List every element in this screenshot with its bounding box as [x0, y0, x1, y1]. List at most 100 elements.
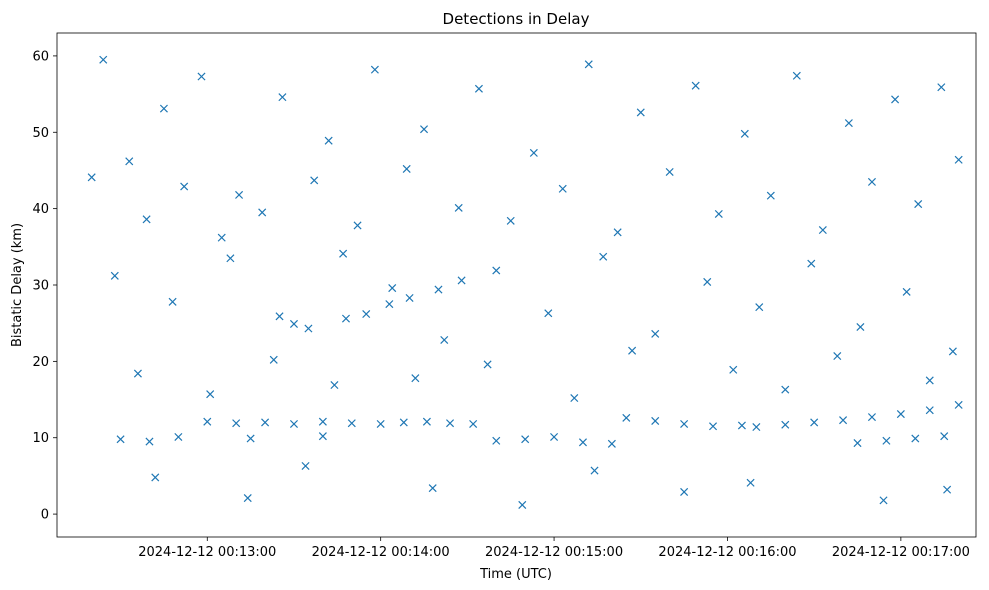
- scatter-point: [691, 81, 700, 90]
- y-axis: 0 10 20 30 40 50 60: [32, 49, 57, 523]
- scatter-point: [839, 416, 848, 425]
- scatter-point: [174, 432, 183, 441]
- scatter-point: [954, 400, 963, 409]
- scatter-point: [867, 177, 876, 186]
- scatter-point: [867, 413, 876, 422]
- scatter-point: [419, 125, 429, 134]
- scatter-point: [483, 360, 492, 369]
- scatter-point: [737, 421, 746, 430]
- scatter-point: [766, 191, 775, 200]
- scatter-point: [269, 355, 278, 364]
- scatter-point: [714, 209, 723, 219]
- scatter-point: [376, 419, 385, 429]
- y-axis-title: Bistatic Delay (km): [10, 223, 25, 347]
- scatter-point: [289, 319, 298, 328]
- y-tick-label: 0: [41, 508, 49, 523]
- scatter-point: [622, 413, 631, 422]
- scatter-point: [440, 335, 449, 345]
- scatter-point: [341, 314, 351, 323]
- x-axis: 2024-12-12 00:13:00 2024-12-12 00:14:00 20…: [138, 537, 970, 560]
- scatter-point: [362, 309, 371, 319]
- scatter-point: [925, 376, 934, 385]
- scatter-point: [703, 277, 712, 286]
- x-tick-label: 2024-12-12 00:16:00: [658, 545, 796, 560]
- scatter-point: [385, 300, 394, 309]
- scatter-point: [792, 71, 801, 80]
- scatter-point: [818, 225, 827, 235]
- y-tick-label: 10: [32, 431, 49, 446]
- scatter-point: [833, 351, 842, 361]
- scatter-point: [781, 420, 790, 429]
- scatter-point: [954, 155, 963, 164]
- y-tick-label: 50: [32, 126, 49, 141]
- scatter-point: [521, 435, 530, 444]
- scatter-point: [388, 284, 397, 293]
- scatter-point: [948, 347, 957, 356]
- scatter-point: [206, 390, 215, 399]
- scatter-point: [810, 418, 819, 427]
- plot-frame: [56, 32, 977, 538]
- scatter-point: [492, 266, 501, 275]
- x-tick-label: 2024-12-12 00:14:00: [312, 545, 450, 560]
- scatter-point: [275, 312, 284, 321]
- scatter-point: [243, 494, 252, 503]
- scatter-point: [729, 365, 738, 374]
- scatter-point: [142, 215, 151, 224]
- x-tick-label: 2024-12-12 00:17:00: [832, 545, 970, 560]
- x-tick-label: 2024-12-12 00:13:00: [138, 545, 276, 560]
- scatter-point: [411, 374, 420, 383]
- scatter-point: [116, 435, 125, 444]
- scatter-point: [544, 309, 553, 318]
- y-tick-label: 30: [32, 279, 49, 294]
- scatter-point: [708, 422, 718, 431]
- scatter-point: [492, 436, 501, 445]
- scatter-point: [125, 157, 134, 166]
- scatter-point: [324, 136, 333, 145]
- scatter-point: [217, 233, 226, 242]
- scatter-point: [550, 432, 559, 441]
- scatter-point: [318, 417, 327, 426]
- scatter-point: [232, 419, 241, 428]
- y-tick-label: 40: [32, 202, 49, 217]
- scatter-point: [680, 487, 689, 496]
- scatter-point: [99, 55, 108, 64]
- scatter-point: [940, 432, 949, 441]
- scatter-point: [937, 83, 946, 92]
- scatter-point: [446, 419, 455, 428]
- scatter-point: [807, 259, 816, 268]
- scatter-point: [590, 466, 599, 475]
- scatter-point: [680, 419, 689, 429]
- scatter-point: [506, 216, 515, 225]
- scatter-point: [529, 148, 538, 157]
- y-tick-label: 60: [32, 49, 49, 64]
- scatter-point: [278, 93, 287, 102]
- scatter-point: [301, 461, 310, 471]
- scatter-point: [752, 423, 761, 432]
- scatter-point: [347, 419, 356, 428]
- scatter-point: [781, 385, 790, 394]
- x-tick-label: 2024-12-12 00:15:00: [485, 545, 623, 560]
- scatter-point: [856, 322, 865, 332]
- scatter-point: [607, 439, 616, 448]
- scatter-point: [353, 221, 362, 230]
- scatter-point: [474, 84, 483, 93]
- scatter-point: [844, 119, 853, 128]
- scatter-point: [570, 393, 579, 403]
- scatter-point: [891, 95, 900, 104]
- scatter-point: [197, 72, 206, 81]
- scatter-point: [911, 434, 920, 443]
- scatter-point: [584, 60, 593, 69]
- scatter-point: [258, 208, 267, 217]
- scatter-point: [180, 182, 189, 191]
- scatter-point: [746, 478, 755, 487]
- scatter-point: [145, 437, 154, 446]
- scatter-point: [304, 324, 313, 333]
- scatter-marks: [87, 55, 963, 509]
- scatter-point: [399, 418, 408, 427]
- scatter-point: [578, 438, 587, 447]
- scatter-point: [628, 346, 637, 355]
- scatter-point: [755, 303, 764, 312]
- scatter-point: [454, 203, 463, 212]
- scatter-point: [428, 484, 437, 493]
- scatter-point: [896, 410, 905, 419]
